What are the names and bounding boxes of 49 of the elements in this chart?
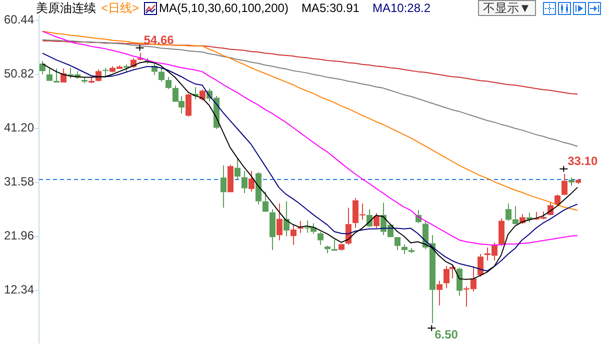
candlestick <box>248 170 254 192</box>
candlestick <box>394 237 400 251</box>
chart-subtitle: <日线> <box>101 1 140 15</box>
candlestick <box>290 224 296 246</box>
candlestick <box>186 93 192 118</box>
candlestick <box>576 178 581 184</box>
candlestick <box>256 172 262 206</box>
candlestick <box>408 247 414 254</box>
candlestick <box>456 267 462 296</box>
candlestick <box>242 170 248 194</box>
text: 不显示▼ <box>478 0 536 16</box>
candlestick <box>262 191 268 212</box>
candlestick <box>318 231 324 246</box>
candlestick <box>166 76 172 90</box>
chart-title: 美原油连续 <box>36 1 96 15</box>
candlestick <box>562 173 568 195</box>
annotation: 54.66 <box>144 33 174 48</box>
text: MA10:28.2 <box>372 1 431 15</box>
candlestick <box>284 200 290 237</box>
candlestick <box>444 266 450 289</box>
candlestick <box>270 208 276 251</box>
candlestick <box>498 218 504 246</box>
candlestick <box>200 89 206 101</box>
candlestick <box>276 203 282 241</box>
candlestick <box>332 239 338 251</box>
candlestick <box>102 67 108 77</box>
candlestick <box>220 164 226 208</box>
candlestick <box>40 60 46 75</box>
annotation: 33.10 <box>568 154 598 168</box>
candlestick <box>346 207 352 246</box>
text: MA(5,10,30,60,100,200) <box>159 1 288 15</box>
y-tick-label: 31.58 <box>4 174 34 189</box>
candlestick <box>568 177 574 186</box>
y-tick-label: 21.96 <box>4 228 34 243</box>
candlestick <box>54 68 60 83</box>
text: MA5:30.91 <box>301 1 360 15</box>
candlestick <box>158 68 164 82</box>
y-tick-label: 41.20 <box>4 120 34 135</box>
candlestick <box>324 245 330 254</box>
candlestick <box>228 164 234 192</box>
candlestick <box>46 68 52 81</box>
y-tick-label: 12.34 <box>4 282 34 297</box>
candlestick <box>436 280 442 306</box>
y-tick-label: 50.82 <box>4 66 34 81</box>
candlestick <box>234 158 240 180</box>
annotation: 6.50 <box>434 327 458 342</box>
candlestick <box>366 208 372 228</box>
candlestick <box>402 244 408 254</box>
y-tick-label: 60.44 <box>4 12 34 27</box>
